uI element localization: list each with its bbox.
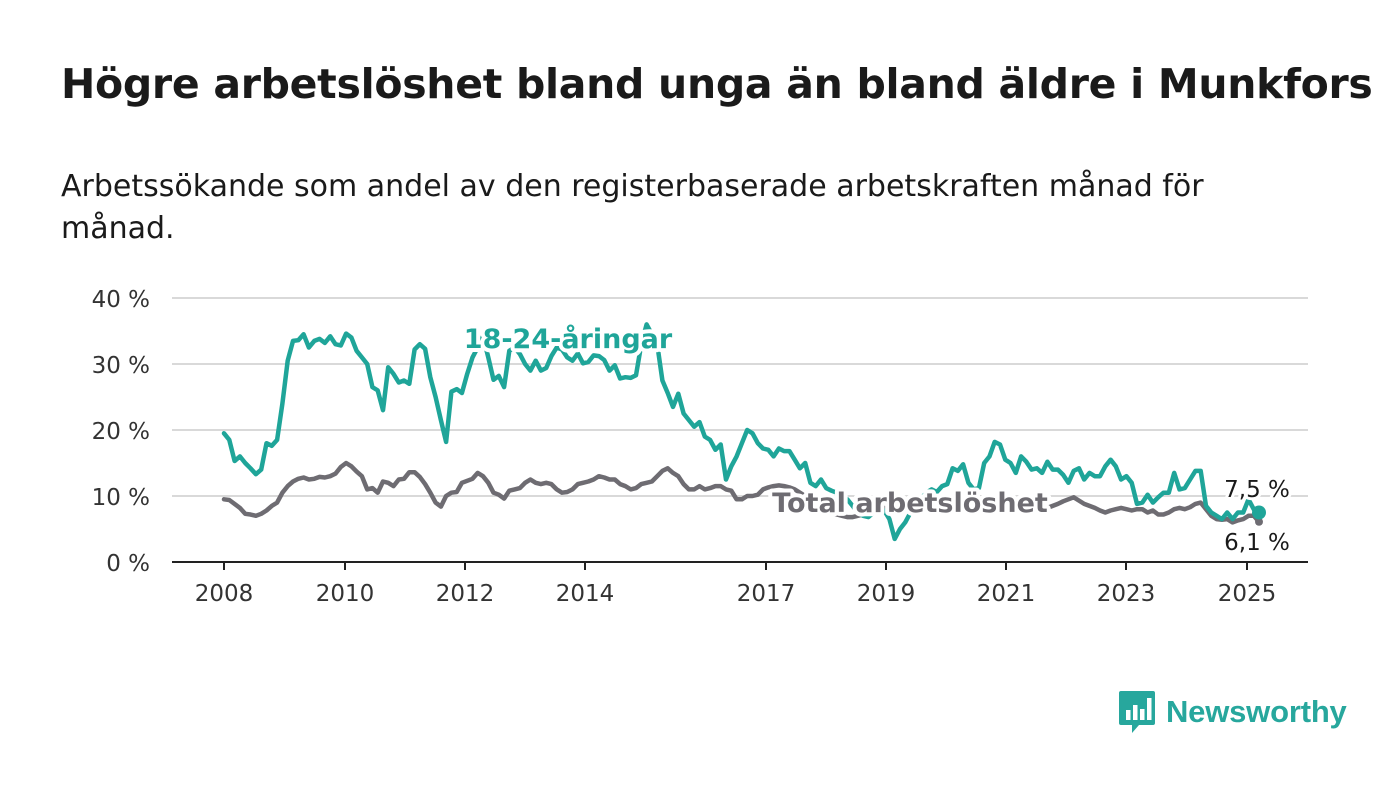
x-tick-label: 2021 — [977, 581, 1036, 607]
end-label-total: 6,1 % — [1224, 530, 1290, 556]
x-tick-label: 2008 — [195, 581, 254, 607]
x-axis: 2008 2010 2012 2014 2017 2019 2021 2023 2025 — [195, 562, 1277, 607]
newsworthy-logo-icon — [1119, 691, 1155, 733]
series-label-total: Total arbetslöshet — [772, 488, 1048, 519]
x-tick-label: 2017 — [737, 581, 796, 607]
y-tick-label: 30 % — [92, 353, 150, 379]
x-tick-label: 2019 — [857, 581, 916, 607]
y-axis: 0 % 10 % 20 % 30 % 40 % — [92, 287, 1308, 577]
y-tick-label: 20 % — [92, 419, 150, 445]
y-tick-label: 10 % — [92, 485, 150, 511]
series-line-youth — [221, 322, 1262, 542]
x-tick-label: 2014 — [556, 581, 615, 607]
end-label-total-halo: 6,1 % — [1224, 530, 1290, 556]
brand-name: Newsworthy — [1166, 694, 1347, 729]
x-tick-label: 2023 — [1097, 581, 1156, 607]
end-label-youth-halo: 7,5 % — [1224, 477, 1290, 503]
chart-series — [221, 322, 1266, 542]
chart-title: Högre arbetslöshet bland unga än bland ä… — [61, 60, 1373, 108]
series-line-total — [221, 460, 1262, 525]
y-tick-label: 40 % — [92, 287, 150, 313]
series-label-youth: 18-24-åringar — [464, 323, 673, 355]
x-tick-label: 2010 — [316, 581, 375, 607]
end-label-youth: 7,5 % — [1224, 477, 1290, 503]
series-label-total-halo: Total arbetslöshet — [772, 488, 1048, 519]
chart-subtitle: Arbetssökande som andel av den registerb… — [61, 169, 1204, 246]
x-tick-label: 2012 — [436, 581, 495, 607]
chart-gridlines — [172, 297, 1308, 497]
brand-logo[interactable]: Newsworthy — [1118, 690, 1347, 734]
y-tick-label: 0 % — [106, 551, 150, 577]
x-tick-label: 2025 — [1218, 581, 1277, 607]
series-end-point — [1252, 505, 1266, 520]
series-end-point — [1255, 517, 1263, 526]
series-label-youth-halo: 18-24-åringar — [464, 323, 673, 355]
